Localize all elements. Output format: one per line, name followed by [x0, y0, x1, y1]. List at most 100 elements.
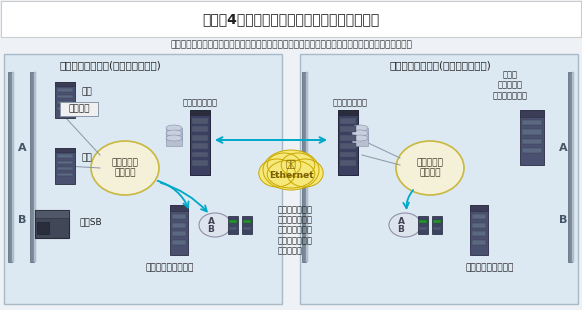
- Bar: [470, 205, 488, 255]
- Bar: [522, 129, 542, 135]
- Bar: [340, 118, 356, 124]
- Text: バックアップサーバ: バックアップサーバ: [146, 264, 194, 272]
- Text: 待機: 待機: [82, 87, 93, 96]
- Bar: [432, 216, 442, 234]
- Bar: [57, 107, 73, 110]
- Bar: [520, 110, 544, 117]
- Text: クラスタ: クラスタ: [68, 104, 90, 113]
- Bar: [30, 72, 34, 262]
- Bar: [57, 101, 73, 104]
- Text: B: B: [18, 215, 26, 225]
- Bar: [229, 227, 237, 230]
- Ellipse shape: [263, 150, 319, 190]
- Ellipse shape: [352, 130, 368, 136]
- Bar: [192, 118, 208, 124]
- Bar: [192, 160, 208, 166]
- Bar: [340, 160, 356, 166]
- Bar: [470, 205, 488, 211]
- Bar: [419, 227, 427, 230]
- Bar: [55, 82, 75, 86]
- Bar: [340, 143, 356, 149]
- Text: 広域
Ethernet: 広域 Ethernet: [269, 160, 313, 180]
- Bar: [229, 220, 237, 223]
- Bar: [166, 133, 182, 141]
- Text: レベル4：広域の故障・災害に対して復旧可能: レベル4：広域の故障・災害に対して復旧可能: [203, 12, 379, 26]
- Bar: [522, 139, 542, 144]
- Ellipse shape: [166, 135, 182, 141]
- Bar: [57, 173, 73, 176]
- Bar: [57, 95, 73, 98]
- Text: ストレージ
統合環境: ストレージ 統合環境: [417, 158, 443, 178]
- Bar: [172, 231, 186, 236]
- Ellipse shape: [199, 213, 231, 237]
- Ellipse shape: [281, 153, 315, 177]
- Text: バックアップサーバ: バックアップサーバ: [466, 264, 514, 272]
- Bar: [12, 72, 14, 262]
- Bar: [172, 214, 186, 219]
- Bar: [228, 216, 238, 234]
- Bar: [522, 148, 542, 153]
- Bar: [306, 72, 308, 262]
- Bar: [522, 120, 542, 126]
- Bar: [243, 227, 251, 230]
- Ellipse shape: [267, 160, 315, 188]
- Bar: [568, 72, 572, 262]
- Text: A: A: [398, 218, 404, 227]
- Bar: [192, 126, 208, 132]
- Text: A: A: [17, 143, 26, 153]
- Bar: [433, 220, 441, 223]
- Bar: [192, 143, 208, 149]
- Bar: [340, 152, 356, 157]
- Text: 予備機
（平常時は
開発等に活用）: 予備機 （平常時は 開発等に活用）: [492, 70, 527, 100]
- Ellipse shape: [287, 159, 323, 187]
- Bar: [170, 205, 188, 255]
- Bar: [35, 210, 69, 218]
- Text: B: B: [208, 225, 214, 234]
- Bar: [242, 216, 252, 234]
- Text: B: B: [559, 215, 567, 225]
- Bar: [352, 138, 368, 146]
- Bar: [34, 72, 36, 262]
- Bar: [243, 220, 251, 223]
- Ellipse shape: [259, 159, 295, 187]
- Bar: [338, 110, 358, 115]
- Bar: [172, 223, 186, 228]
- Text: ストレージ
統合環境: ストレージ 統合環境: [112, 158, 139, 178]
- Ellipse shape: [91, 141, 159, 195]
- Bar: [340, 135, 356, 140]
- Bar: [192, 135, 208, 140]
- Ellipse shape: [396, 141, 464, 195]
- Bar: [340, 126, 356, 132]
- Bar: [190, 110, 210, 175]
- Ellipse shape: [352, 125, 368, 131]
- Bar: [4, 54, 282, 304]
- Text: A: A: [559, 143, 567, 153]
- Bar: [352, 128, 368, 136]
- Bar: [8, 72, 12, 262]
- Bar: [37, 222, 49, 234]
- Text: 予備SB: 予備SB: [80, 218, 102, 227]
- Bar: [57, 88, 73, 92]
- Bar: [170, 205, 188, 211]
- Bar: [472, 231, 486, 236]
- Bar: [57, 161, 73, 164]
- Bar: [418, 216, 428, 234]
- Bar: [55, 148, 75, 184]
- Bar: [192, 152, 208, 157]
- Bar: [520, 110, 544, 165]
- Ellipse shape: [267, 153, 301, 177]
- Text: ストレージ装置
の機能を用い、
遠隔バックアッ
プにより高速、
容易に採取: ストレージ装置 の機能を用い、 遠隔バックアッ プにより高速、 容易に採取: [278, 205, 313, 256]
- Bar: [302, 72, 306, 262]
- Bar: [166, 138, 182, 146]
- Bar: [300, 54, 578, 304]
- Text: プライマリサイト(データセンター): プライマリサイト(データセンター): [59, 60, 161, 70]
- Text: ストレージ装置: ストレージ装置: [332, 99, 367, 108]
- Bar: [472, 223, 486, 228]
- Bar: [1, 1, 581, 37]
- Bar: [352, 133, 368, 141]
- Text: サイト内機器故障に対し無停止・遠隔バックアップを高度化、セカンダリサイトで業務復旧を容易化: サイト内機器故障に対し無停止・遠隔バックアップを高度化、セカンダリサイトで業務復…: [170, 41, 412, 50]
- Ellipse shape: [352, 135, 368, 141]
- Bar: [60, 102, 98, 116]
- Text: B: B: [398, 225, 404, 234]
- Bar: [433, 227, 441, 230]
